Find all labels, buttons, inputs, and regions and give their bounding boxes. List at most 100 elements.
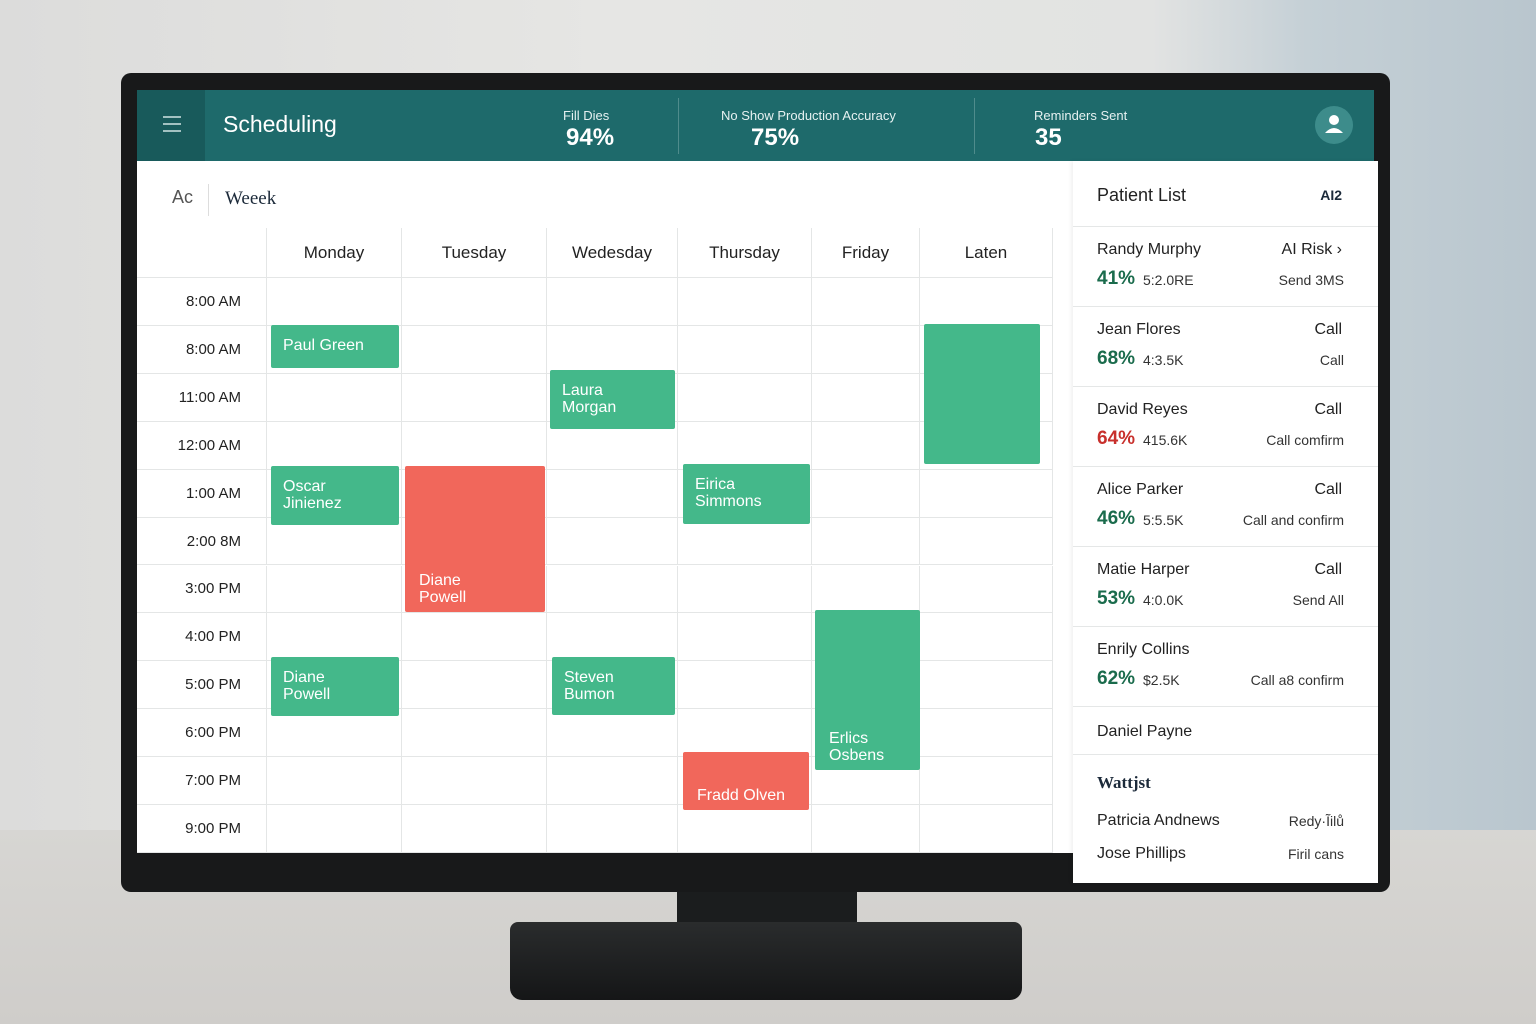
patient-row[interactable]: Alice Parker Call 46% 5:5.5K Call and confir… [1073, 467, 1378, 547]
user-avatar[interactable] [1315, 106, 1353, 144]
time-slot[interactable] [812, 517, 920, 566]
time-slot[interactable] [547, 805, 678, 853]
time-slot[interactable] [547, 517, 678, 566]
patient-detail: 4:3.5K [1143, 352, 1184, 368]
patient-note[interactable]: Send All [1292, 592, 1344, 608]
time-slot[interactable] [920, 757, 1053, 806]
patient-action[interactable]: AI Risk › [1281, 241, 1342, 258]
time-slot[interactable] [267, 278, 402, 326]
time-slot[interactable] [920, 613, 1053, 662]
time-slot[interactable] [402, 709, 547, 758]
time-slot[interactable] [267, 757, 402, 806]
time-slot[interactable] [678, 325, 812, 374]
time-slot[interactable] [402, 661, 547, 710]
appointment[interactable]: Erlics Osbens [815, 610, 920, 770]
time-slot[interactable] [402, 757, 547, 806]
time-label: 7:00 PM [137, 757, 267, 806]
patient-row[interactable]: Jean Flores Call 68% 4:3.5K Call [1073, 307, 1378, 387]
patient-row[interactable]: Enrily Collins 62% $2.5K Call a8 confirm [1073, 627, 1378, 707]
patient-note[interactable]: Send 3MS [1278, 272, 1344, 288]
time-slot[interactable] [812, 278, 920, 326]
time-slot[interactable] [812, 565, 920, 614]
time-slot[interactable] [547, 421, 678, 470]
time-slot[interactable] [920, 565, 1053, 614]
appointment[interactable]: Oscar Jinienez [271, 466, 399, 525]
time-slot[interactable] [678, 661, 812, 710]
time-slot[interactable] [678, 709, 812, 758]
time-slot[interactable] [402, 421, 547, 470]
patient-row[interactable]: Matie Harper Call 53% 4:0.0K Send All [1073, 547, 1378, 627]
time-slot[interactable] [547, 278, 678, 326]
waitlist-name: Jose Phillips [1097, 845, 1186, 862]
time-slot[interactable] [678, 565, 812, 614]
time-slot[interactable] [920, 709, 1053, 758]
time-slot[interactable] [267, 565, 402, 614]
toolbar-label[interactable]: Ac [172, 187, 194, 207]
patient-row[interactable]: Daniel Payne [1073, 707, 1378, 755]
time-slot[interactable] [402, 613, 547, 662]
patient-action[interactable]: Call [1314, 321, 1342, 338]
time-slot[interactable] [547, 325, 678, 374]
time-slot[interactable] [402, 278, 547, 326]
day-header: Monday [267, 228, 402, 278]
patient-name: Randy Murphy [1097, 241, 1202, 258]
time-slot[interactable] [678, 373, 812, 422]
appointment-name: Erlics Osbens [829, 730, 885, 764]
patient-action[interactable]: Call [1314, 481, 1342, 498]
time-slot[interactable] [267, 421, 402, 470]
time-slot[interactable] [402, 325, 547, 374]
appointment[interactable]: Diane Powell [405, 466, 545, 612]
time-slot[interactable] [920, 517, 1053, 566]
view-selector[interactable]: Weeek [225, 188, 277, 209]
patient-row[interactable]: Randy Murphy AI Risk › 41% 5:2.0RE Send 3MS [1073, 227, 1378, 307]
panel-title: Patient List [1097, 185, 1187, 205]
appointment[interactable]: Diane Powell [271, 657, 399, 716]
appointment-name: Diane Powell [283, 669, 331, 703]
time-slot[interactable] [547, 613, 678, 662]
time-slot[interactable] [812, 805, 920, 853]
time-slot[interactable] [678, 278, 812, 326]
patient-action[interactable]: Call [1314, 561, 1342, 578]
time-slot[interactable] [547, 709, 678, 758]
time-slot[interactable] [920, 661, 1053, 710]
time-slot[interactable] [678, 613, 812, 662]
time-slot[interactable] [402, 805, 547, 853]
panel-header: Patient List AI2 [1073, 161, 1378, 227]
time-slot[interactable] [678, 805, 812, 853]
screen: Scheduling Fill Dies 94% No Show Product… [137, 90, 1378, 883]
time-slot[interactable] [920, 469, 1053, 518]
appointment[interactable]: Fradd Olven [683, 752, 809, 810]
time-slot[interactable] [812, 325, 920, 374]
appointment[interactable]: Eirica Simmons [683, 464, 810, 524]
time-slot[interactable] [267, 517, 402, 566]
patient-note[interactable]: Call [1319, 352, 1344, 368]
time-slot[interactable] [812, 373, 920, 422]
time-slot[interactable] [678, 517, 812, 566]
top-bar: Scheduling Fill Dies 94% No Show Product… [137, 90, 1374, 161]
time-slot[interactable] [547, 469, 678, 518]
time-slot[interactable] [267, 373, 402, 422]
app-title: Scheduling [223, 111, 337, 137]
time-slot[interactable] [267, 709, 402, 758]
appointment[interactable]: Laura Morgan [550, 370, 675, 429]
time-slot[interactable] [812, 421, 920, 470]
appointment[interactable]: Paul Green [271, 325, 399, 368]
time-slot[interactable] [920, 805, 1053, 853]
patient-row[interactable]: David Reyes Call 64% 415.6K Call comfirm [1073, 387, 1378, 467]
time-slot[interactable] [547, 757, 678, 806]
time-slot[interactable] [678, 421, 812, 470]
time-slot[interactable] [547, 565, 678, 614]
time-slot[interactable] [267, 805, 402, 853]
appointment-name: Laura Morgan [562, 382, 617, 416]
appointment[interactable]: Steven Bumon [552, 657, 675, 715]
patient-action[interactable]: Call [1314, 401, 1342, 418]
time-slot[interactable] [920, 278, 1053, 326]
time-slot[interactable] [402, 373, 547, 422]
time-slot[interactable] [267, 613, 402, 662]
appointment-block[interactable] [924, 324, 1040, 464]
patient-note[interactable]: Call comfirm [1266, 432, 1344, 448]
patient-note[interactable]: Call and confirm [1242, 512, 1344, 528]
time-slot[interactable] [812, 469, 920, 518]
patient-note[interactable]: Call a8 confirm [1250, 672, 1344, 688]
menu-button[interactable] [137, 90, 205, 161]
